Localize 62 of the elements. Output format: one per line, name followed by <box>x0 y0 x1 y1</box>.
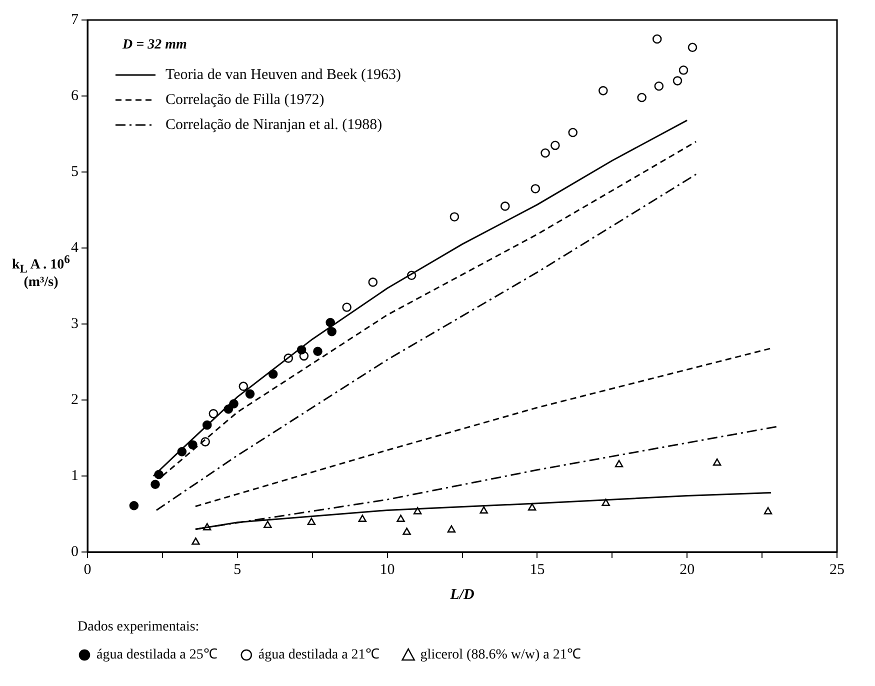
y-tick-label: 5 <box>71 164 78 180</box>
point <box>368 278 378 287</box>
y-tick-label: 0 <box>71 544 78 560</box>
point <box>480 506 488 514</box>
annotation: D = 32 mm <box>122 38 187 53</box>
point <box>245 389 255 399</box>
y-tick-label: 4 <box>71 240 79 256</box>
x-axis-title: L/D <box>449 586 474 603</box>
point <box>528 503 536 511</box>
point <box>764 507 772 514</box>
y-tick-label: 3 <box>71 316 78 332</box>
point <box>150 480 160 490</box>
point <box>129 500 139 510</box>
legend-label: Correlação de Filla (1972) <box>166 92 324 108</box>
y-tick-label: 2 <box>71 392 78 408</box>
x-tick-label: 25 <box>830 562 844 578</box>
x-tick-label: 10 <box>380 562 395 578</box>
point <box>396 514 405 522</box>
point <box>712 458 722 466</box>
legend-label: Teoria de van Heuven and Beek (1963) <box>166 66 402 83</box>
x-tick-label: 20 <box>680 562 695 578</box>
point <box>598 86 608 96</box>
legend-title: Dados experimentais: <box>78 620 200 635</box>
legend-label: glicerol (88.6% w/w) a 21℃ <box>420 648 581 663</box>
point <box>678 66 688 75</box>
point <box>313 346 322 356</box>
line-series <box>156 174 697 511</box>
y-tick-label: 6 <box>71 88 79 104</box>
point <box>208 409 218 418</box>
point <box>550 140 560 150</box>
point <box>358 514 367 522</box>
point <box>602 498 610 506</box>
point <box>307 518 316 526</box>
y-axis-title: k$_{L}$ A . 10$^{6}$ (m³/s) <box>12 253 70 290</box>
point <box>238 382 248 391</box>
point <box>530 184 540 194</box>
point <box>342 302 352 312</box>
point <box>637 92 646 102</box>
point <box>654 81 664 91</box>
point <box>500 202 510 211</box>
legend-label: água destilada a 25℃ <box>96 648 218 663</box>
point <box>688 42 698 52</box>
point <box>192 537 200 545</box>
point <box>264 520 272 528</box>
point <box>402 528 411 535</box>
point <box>447 525 456 533</box>
line-series <box>194 348 772 508</box>
legend-label: água destilada a 21℃ <box>258 648 380 663</box>
x-tick-label: 5 <box>234 562 242 578</box>
point <box>652 34 662 44</box>
x-tick-label: 15 <box>530 562 545 578</box>
point <box>327 326 336 336</box>
point <box>540 148 550 158</box>
x-tick-label: 0 <box>84 562 92 578</box>
y-tick-label: 7 <box>71 12 79 28</box>
point <box>614 460 624 468</box>
point <box>413 507 422 514</box>
point <box>568 128 578 138</box>
legend-label: Correlação de Niranjan et al. (1988) <box>166 116 382 133</box>
y-tick-label: 1 <box>71 468 78 484</box>
point <box>450 212 460 222</box>
point <box>672 76 682 86</box>
